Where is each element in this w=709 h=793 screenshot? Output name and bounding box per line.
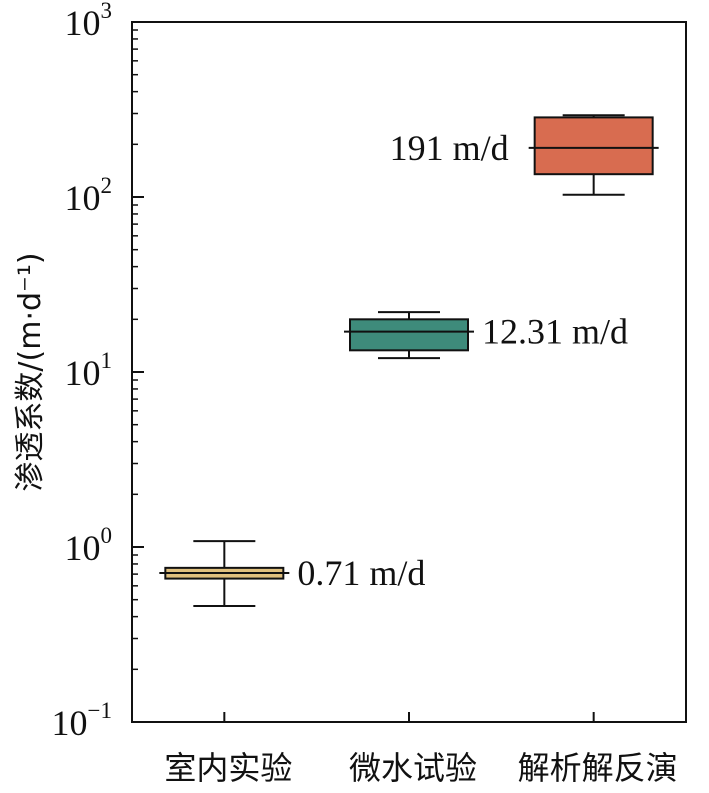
y-axis-label: 渗透系数/(m·d⁻¹)	[13, 252, 48, 491]
box-group	[159, 540, 290, 608]
box-value-label: 12.31 m/d	[482, 312, 628, 352]
box-body	[349, 318, 469, 352]
box-plots	[159, 114, 659, 608]
x-tick-label: 室内实验	[164, 749, 292, 787]
y-tick-label-base: 10	[65, 3, 101, 43]
y-tick-label-exponent: 2	[101, 173, 113, 198]
x-tick-label: 微水试验	[349, 749, 477, 787]
y-tick-label-exponent: 3	[101, 0, 113, 23]
y-tick-label: 100	[65, 523, 113, 568]
box-group	[344, 311, 474, 360]
box-value-label: 191 m/d	[390, 128, 509, 168]
y-tick-label-base: 10	[52, 703, 88, 743]
y-tick-label: 103	[65, 0, 113, 43]
y-tick-label: 101	[65, 348, 113, 393]
y-tick-label-exponent: 0	[101, 523, 113, 548]
y-tick-label-exponent: −1	[88, 698, 112, 723]
box-annotations: 0.71 m/d 12.31 m/d 191 m/d	[297, 128, 628, 593]
y-ticks	[132, 21, 144, 723]
y-tick-label-exponent: 1	[101, 348, 113, 373]
y-tick-label: 10−1	[52, 698, 112, 743]
box-group	[528, 114, 659, 196]
y-tick-label: 102	[65, 173, 113, 218]
y-tick-label-base: 10	[65, 178, 101, 218]
box-value-label: 0.71 m/d	[297, 553, 425, 593]
x-tick-label: 解析解反演	[518, 749, 678, 787]
y-tick-label-base: 10	[65, 528, 101, 568]
box-body	[533, 116, 654, 176]
x-tick-labels: 室内实验 微水试验 解析解反演	[164, 712, 678, 787]
y-tick-label-base: 10	[65, 353, 101, 393]
